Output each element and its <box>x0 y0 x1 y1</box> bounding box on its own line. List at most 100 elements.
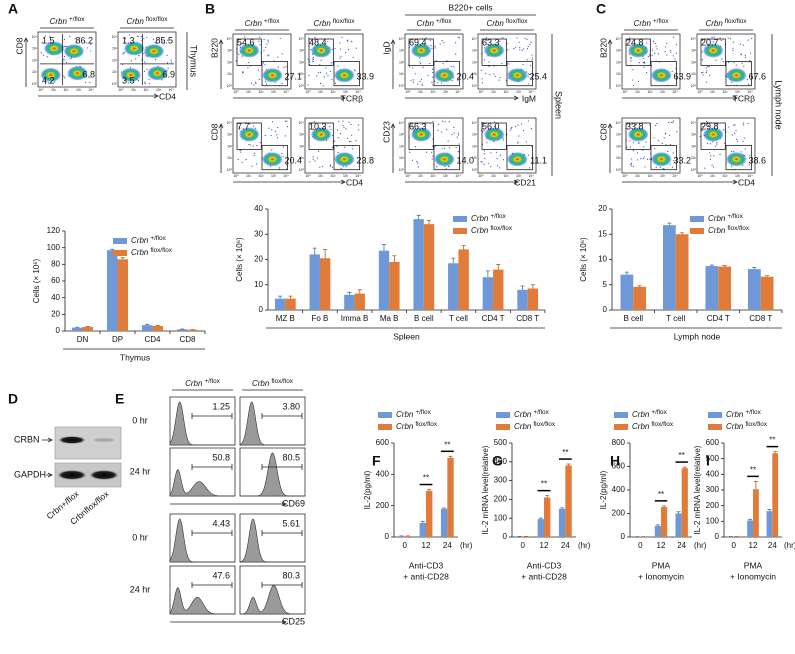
error-bar <box>765 275 770 277</box>
flow-event <box>483 153 485 155</box>
flow-axis-tick: 10² <box>299 144 305 148</box>
flow-event <box>674 58 676 60</box>
flow-event <box>746 79 748 81</box>
flow-event <box>522 129 525 132</box>
flow-axis-tick: 10² <box>430 174 436 178</box>
flow-event <box>527 73 529 75</box>
flow-event <box>505 80 507 82</box>
flow-event <box>441 40 443 42</box>
flow-population <box>120 67 141 82</box>
flow-event <box>419 80 421 83</box>
flow-event <box>155 42 157 44</box>
flow-event <box>643 156 645 158</box>
flow-event <box>731 134 733 136</box>
flow-axis-tick: 10¹ <box>418 90 424 94</box>
legend-label: Crbn flox/flox <box>471 225 513 235</box>
flow-event <box>743 65 745 67</box>
flow-event <box>267 39 269 41</box>
flow-axis-tick: 10³ <box>472 49 478 53</box>
x-tick-label: 24 <box>561 541 570 550</box>
flow-event <box>662 168 664 170</box>
y-tick-label: 40 <box>254 204 263 213</box>
flow-axis-tick: 10⁰ <box>472 84 478 88</box>
bar <box>654 525 661 537</box>
flow-axis-tick: 10³ <box>299 133 305 137</box>
legend-swatch <box>113 250 127 256</box>
flow-event <box>513 48 515 50</box>
flow-event <box>161 41 163 43</box>
flow-event <box>357 75 359 77</box>
genotype-label: Crbn flox/flox <box>705 18 747 28</box>
flow-axis-tick: 10³ <box>271 90 277 94</box>
flow-y-axis: CD8 <box>209 123 219 140</box>
flow-axis-tick: 10² <box>503 90 509 94</box>
flow-event <box>716 143 718 145</box>
error-bar <box>667 222 672 226</box>
flow-event <box>701 59 704 61</box>
flow-axis-tick: 10² <box>616 60 622 64</box>
bar <box>187 329 198 331</box>
bar <box>404 536 412 537</box>
flow-axis-tick: 10¹ <box>32 70 38 74</box>
flow-axis-tick: 10³ <box>516 174 522 178</box>
flow-event <box>736 140 739 142</box>
population-percent: 20.4 <box>284 155 302 165</box>
bar <box>319 258 331 310</box>
flow-event <box>259 36 261 38</box>
genotype-label: Crbn +/flox <box>185 378 221 388</box>
flow-y-axis: CD8 <box>598 123 608 140</box>
bar <box>117 259 128 331</box>
flow-event <box>666 54 668 56</box>
flow-event <box>46 56 48 58</box>
flow-event <box>654 125 657 127</box>
x-tick-label: 24 <box>677 541 686 550</box>
flow-axis-tick: 10⁰ <box>299 168 305 172</box>
flow-event <box>736 138 738 140</box>
bar <box>681 468 688 537</box>
flow-event <box>264 64 266 66</box>
bar <box>565 465 572 537</box>
flow-event <box>713 166 715 168</box>
flow-axis-tick: 10¹ <box>299 156 305 160</box>
histogram-percent: 80.3 <box>282 570 300 580</box>
flow-event <box>340 55 342 58</box>
flow-axis-tick: 10³ <box>156 88 162 92</box>
flow-event <box>705 67 707 69</box>
flow-event <box>69 35 71 37</box>
y-tick-label: 0 <box>385 532 390 541</box>
flow-axis-tick: 10¹ <box>318 174 324 178</box>
flow-event <box>124 37 126 39</box>
flow-event <box>636 159 638 161</box>
flow-event <box>711 164 713 166</box>
flow-gate <box>700 38 726 66</box>
flow-event <box>716 141 718 143</box>
flow-event <box>525 141 527 143</box>
flow-event <box>657 53 660 55</box>
flow-event <box>277 66 279 68</box>
y-tick-label: 60 <box>51 276 60 285</box>
flow-event <box>447 140 449 142</box>
flow-event <box>339 132 341 135</box>
flow-axis-tick: 10³ <box>735 174 741 178</box>
flow-event <box>63 38 66 41</box>
flow-gate <box>40 34 94 85</box>
flow-axis-tick: 10⁰ <box>227 84 233 88</box>
flow-event <box>253 152 256 154</box>
flow-event <box>421 84 423 87</box>
flow-event <box>456 136 458 138</box>
flow-axis-tick: 10¹ <box>51 88 57 92</box>
flow-event <box>445 168 447 170</box>
flow-event <box>348 140 351 143</box>
flow-event <box>453 132 455 134</box>
flow-event <box>649 158 651 160</box>
y-tick-label: 300 <box>706 485 720 494</box>
flow-event <box>527 154 530 156</box>
flow-event <box>668 121 670 124</box>
flow-event <box>421 83 423 85</box>
flow-axis-tick: 10⁴ <box>283 90 289 94</box>
flow-event <box>44 35 46 37</box>
flow-event <box>358 129 360 131</box>
flow-event <box>239 128 241 130</box>
flow-axis-tick: 10⁰ <box>399 84 405 88</box>
flow-event <box>331 78 333 81</box>
